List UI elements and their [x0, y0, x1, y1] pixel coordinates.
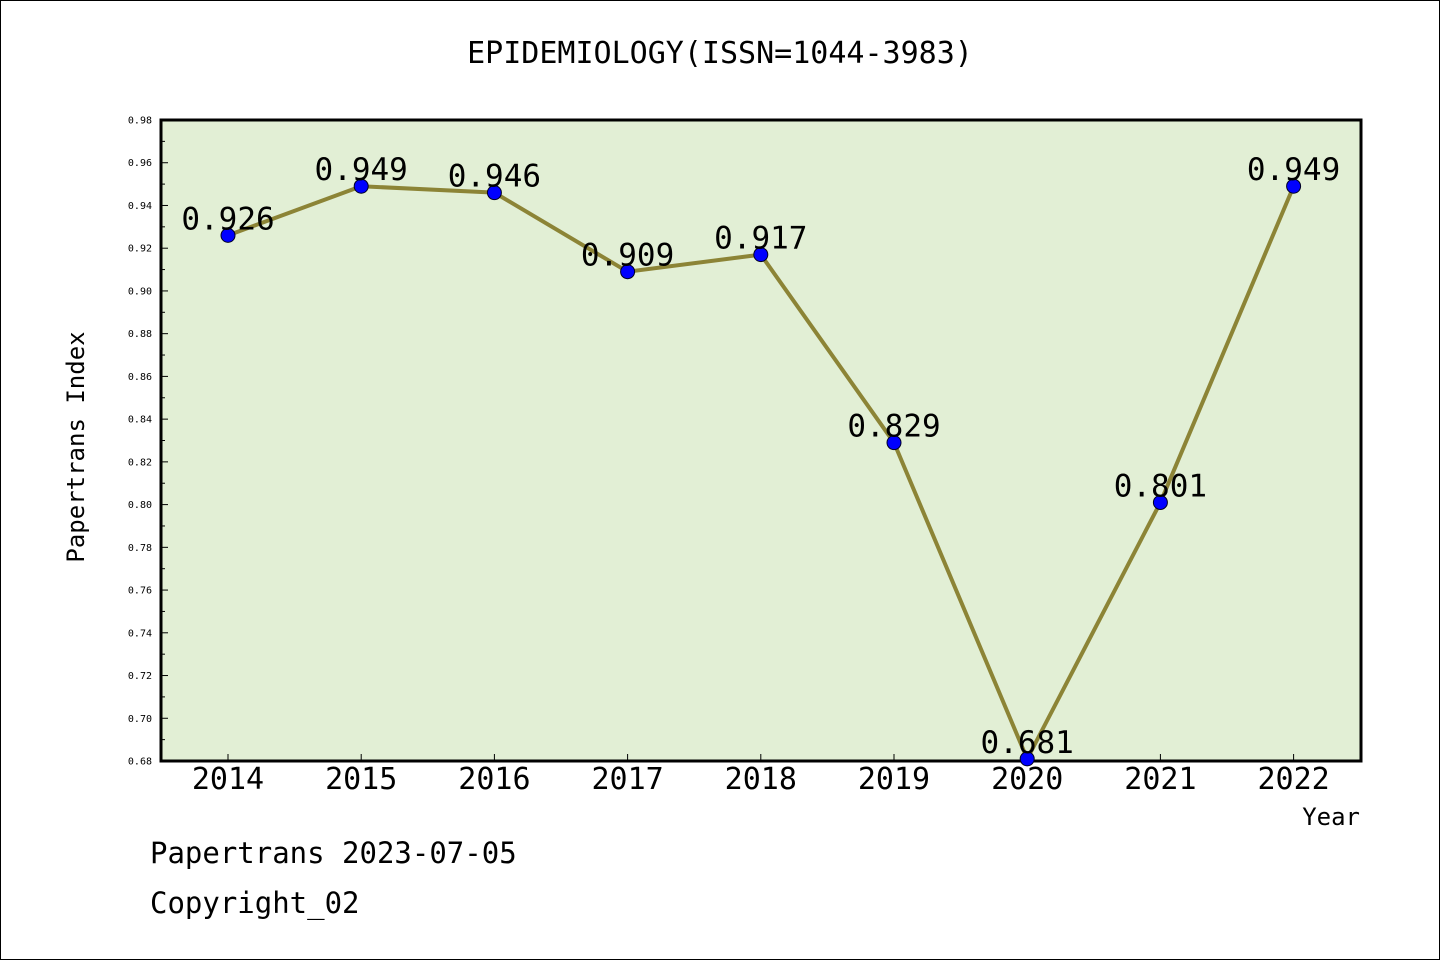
- data-point: [353, 178, 369, 194]
- x-axis-label: Year: [1302, 803, 1360, 831]
- data-point: [1286, 178, 1302, 194]
- footer-date: Papertrans 2023-07-05: [150, 836, 517, 870]
- y-tick-label: 0.94: [128, 201, 152, 212]
- data-point: [486, 185, 502, 201]
- y-tick-label: 0.92: [128, 244, 152, 255]
- x-tick-label: 2016: [458, 762, 530, 797]
- x-tick-label: 2022: [1257, 762, 1329, 797]
- x-tick-label: 2019: [858, 762, 930, 797]
- data-point: [886, 435, 902, 451]
- y-tick-label: 0.96: [128, 158, 152, 169]
- y-tick-label: 0.72: [128, 671, 152, 682]
- data-label: 0.949: [1247, 152, 1340, 188]
- data-point: [753, 247, 769, 263]
- y-tick-label: 0.98: [128, 116, 152, 127]
- y-axis-label: Papertrans Index: [62, 331, 90, 562]
- y-tick-label: 0.68: [128, 757, 152, 768]
- data-label: 0.909: [581, 238, 674, 274]
- y-tick-label: 0.76: [128, 586, 152, 597]
- y-tick-label: 0.80: [128, 500, 152, 511]
- y-tick-label: 0.84: [128, 415, 152, 426]
- x-tick-label: 2018: [725, 762, 797, 797]
- data-label: 0.946: [448, 159, 541, 195]
- y-tick-label: 0.78: [128, 543, 152, 554]
- data-point: [1152, 494, 1168, 510]
- x-tick-label: 2014: [192, 762, 264, 797]
- y-tick-label: 0.82: [128, 457, 152, 468]
- x-tick-label: 2021: [1124, 762, 1196, 797]
- data-label: 0.829: [847, 409, 940, 445]
- data-point: [620, 264, 636, 280]
- x-tick-label: 2020: [991, 762, 1063, 797]
- x-tick-label: 2017: [591, 762, 663, 797]
- data-label: 0.801: [1114, 468, 1207, 504]
- y-tick-label: 0.74: [128, 628, 152, 639]
- data-label: 0.949: [315, 152, 408, 188]
- data-label: 0.926: [181, 201, 274, 237]
- y-tick-label: 0.90: [128, 286, 152, 297]
- data-point: [220, 227, 236, 243]
- plot-area: [159, 118, 1363, 763]
- footer-copyright: Copyright_02: [150, 886, 360, 920]
- chart-title: EPIDEMIOLOGY(ISSN=1044-3983): [467, 36, 973, 71]
- y-tick-label: 0.70: [128, 714, 152, 725]
- y-tick-label: 0.86: [128, 372, 152, 383]
- data-label: 0.681: [981, 725, 1074, 761]
- data-point: [1019, 751, 1035, 767]
- y-tick-label: 0.88: [128, 329, 152, 340]
- data-label: 0.917: [714, 221, 807, 257]
- x-tick-label: 2015: [325, 762, 397, 797]
